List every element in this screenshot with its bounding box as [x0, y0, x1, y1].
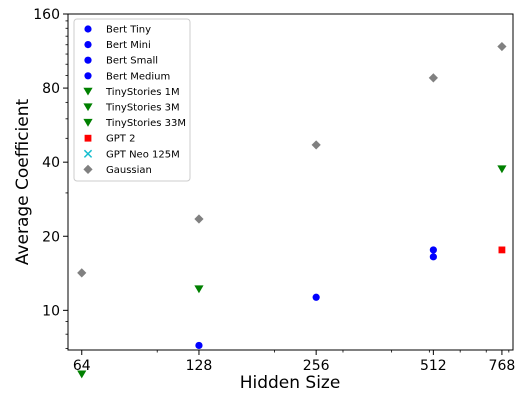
- legend-marker-tinystories-1m: [83, 87, 93, 96]
- legend-marker-gpt-neo-125m: [83, 149, 93, 158]
- y-tick-label: 10: [42, 303, 60, 319]
- y-tick-label: 80: [42, 81, 60, 97]
- data-point-gaussian: [194, 214, 204, 224]
- data-point-bert-tiny: [195, 341, 203, 350]
- data-point-tinystories-3m: [194, 285, 204, 294]
- data-point-tinystories-1m: [77, 370, 87, 379]
- legend-label-gpt-neo-125m: GPT Neo 125M: [106, 149, 180, 160]
- y-tick-label: 40: [42, 155, 60, 171]
- y-tick-label: 160: [33, 7, 60, 23]
- x-axis: 64 128 256 512 768: [73, 350, 515, 374]
- legend-label-bert-medium: Bert Medium: [106, 71, 170, 82]
- y-axis-title: Average Coefficient: [13, 98, 33, 265]
- data-point-bert-medium: [429, 246, 437, 254]
- x-axis-title: Hidden Size: [240, 373, 341, 393]
- y-axis: 10 20 40 80 160: [33, 7, 68, 349]
- legend-label-tinystories-33m: TinyStories 33M: [105, 118, 186, 129]
- legend-box: [73, 18, 191, 182]
- legend-marker-bert-mini: [84, 41, 92, 49]
- data-point-bert-mini: [312, 293, 320, 301]
- x-tick-label: 128: [186, 358, 213, 374]
- data-point-bert-small: [429, 253, 437, 261]
- data-point-gaussian: [311, 140, 321, 150]
- legend-label-bert-mini: Bert Mini: [106, 40, 151, 51]
- legend-label-gpt-2: GPT 2: [106, 134, 135, 145]
- legend-marker-bert-small: [84, 56, 92, 64]
- y-tick-label: 20: [42, 229, 60, 245]
- legend-marker-bert-medium: [84, 72, 92, 80]
- legend-marker-gpt-2: [84, 134, 92, 142]
- legend-label-bert-tiny: Bert Tiny: [106, 25, 151, 36]
- data-point-gaussian: [497, 41, 507, 52]
- legend-marker-gaussian: [83, 164, 93, 174]
- legend-marker-bert-tiny: [84, 25, 92, 33]
- data-point-gaussian: [428, 73, 438, 83]
- legend-label-tinystories-1m: TinyStories 1M: [105, 87, 180, 98]
- x-tick-label: 64: [73, 358, 91, 374]
- x-tick-label: 256: [303, 358, 330, 374]
- legend-label-gaussian: Gaussian: [106, 165, 152, 176]
- data-marks: [77, 41, 507, 379]
- plot-frame: [67, 13, 514, 351]
- x-tick-label: 768: [489, 358, 516, 374]
- data-point-tinystories-33m: [497, 165, 507, 174]
- legend: Bert Tiny Bert Mini Bert Small Bert Medium T…: [73, 18, 191, 182]
- x-tick-label: 512: [420, 358, 447, 374]
- legend-marker-tinystories-3m: [83, 103, 93, 112]
- legend-label-tinystories-3m: TinyStories 3M: [105, 103, 180, 114]
- data-point-gpt-2: [498, 246, 506, 254]
- data-point-gaussian: [77, 268, 87, 278]
- legend-marker-tinystories-33m: [83, 118, 93, 127]
- legend-label-bert-small: Bert Small: [106, 56, 158, 67]
